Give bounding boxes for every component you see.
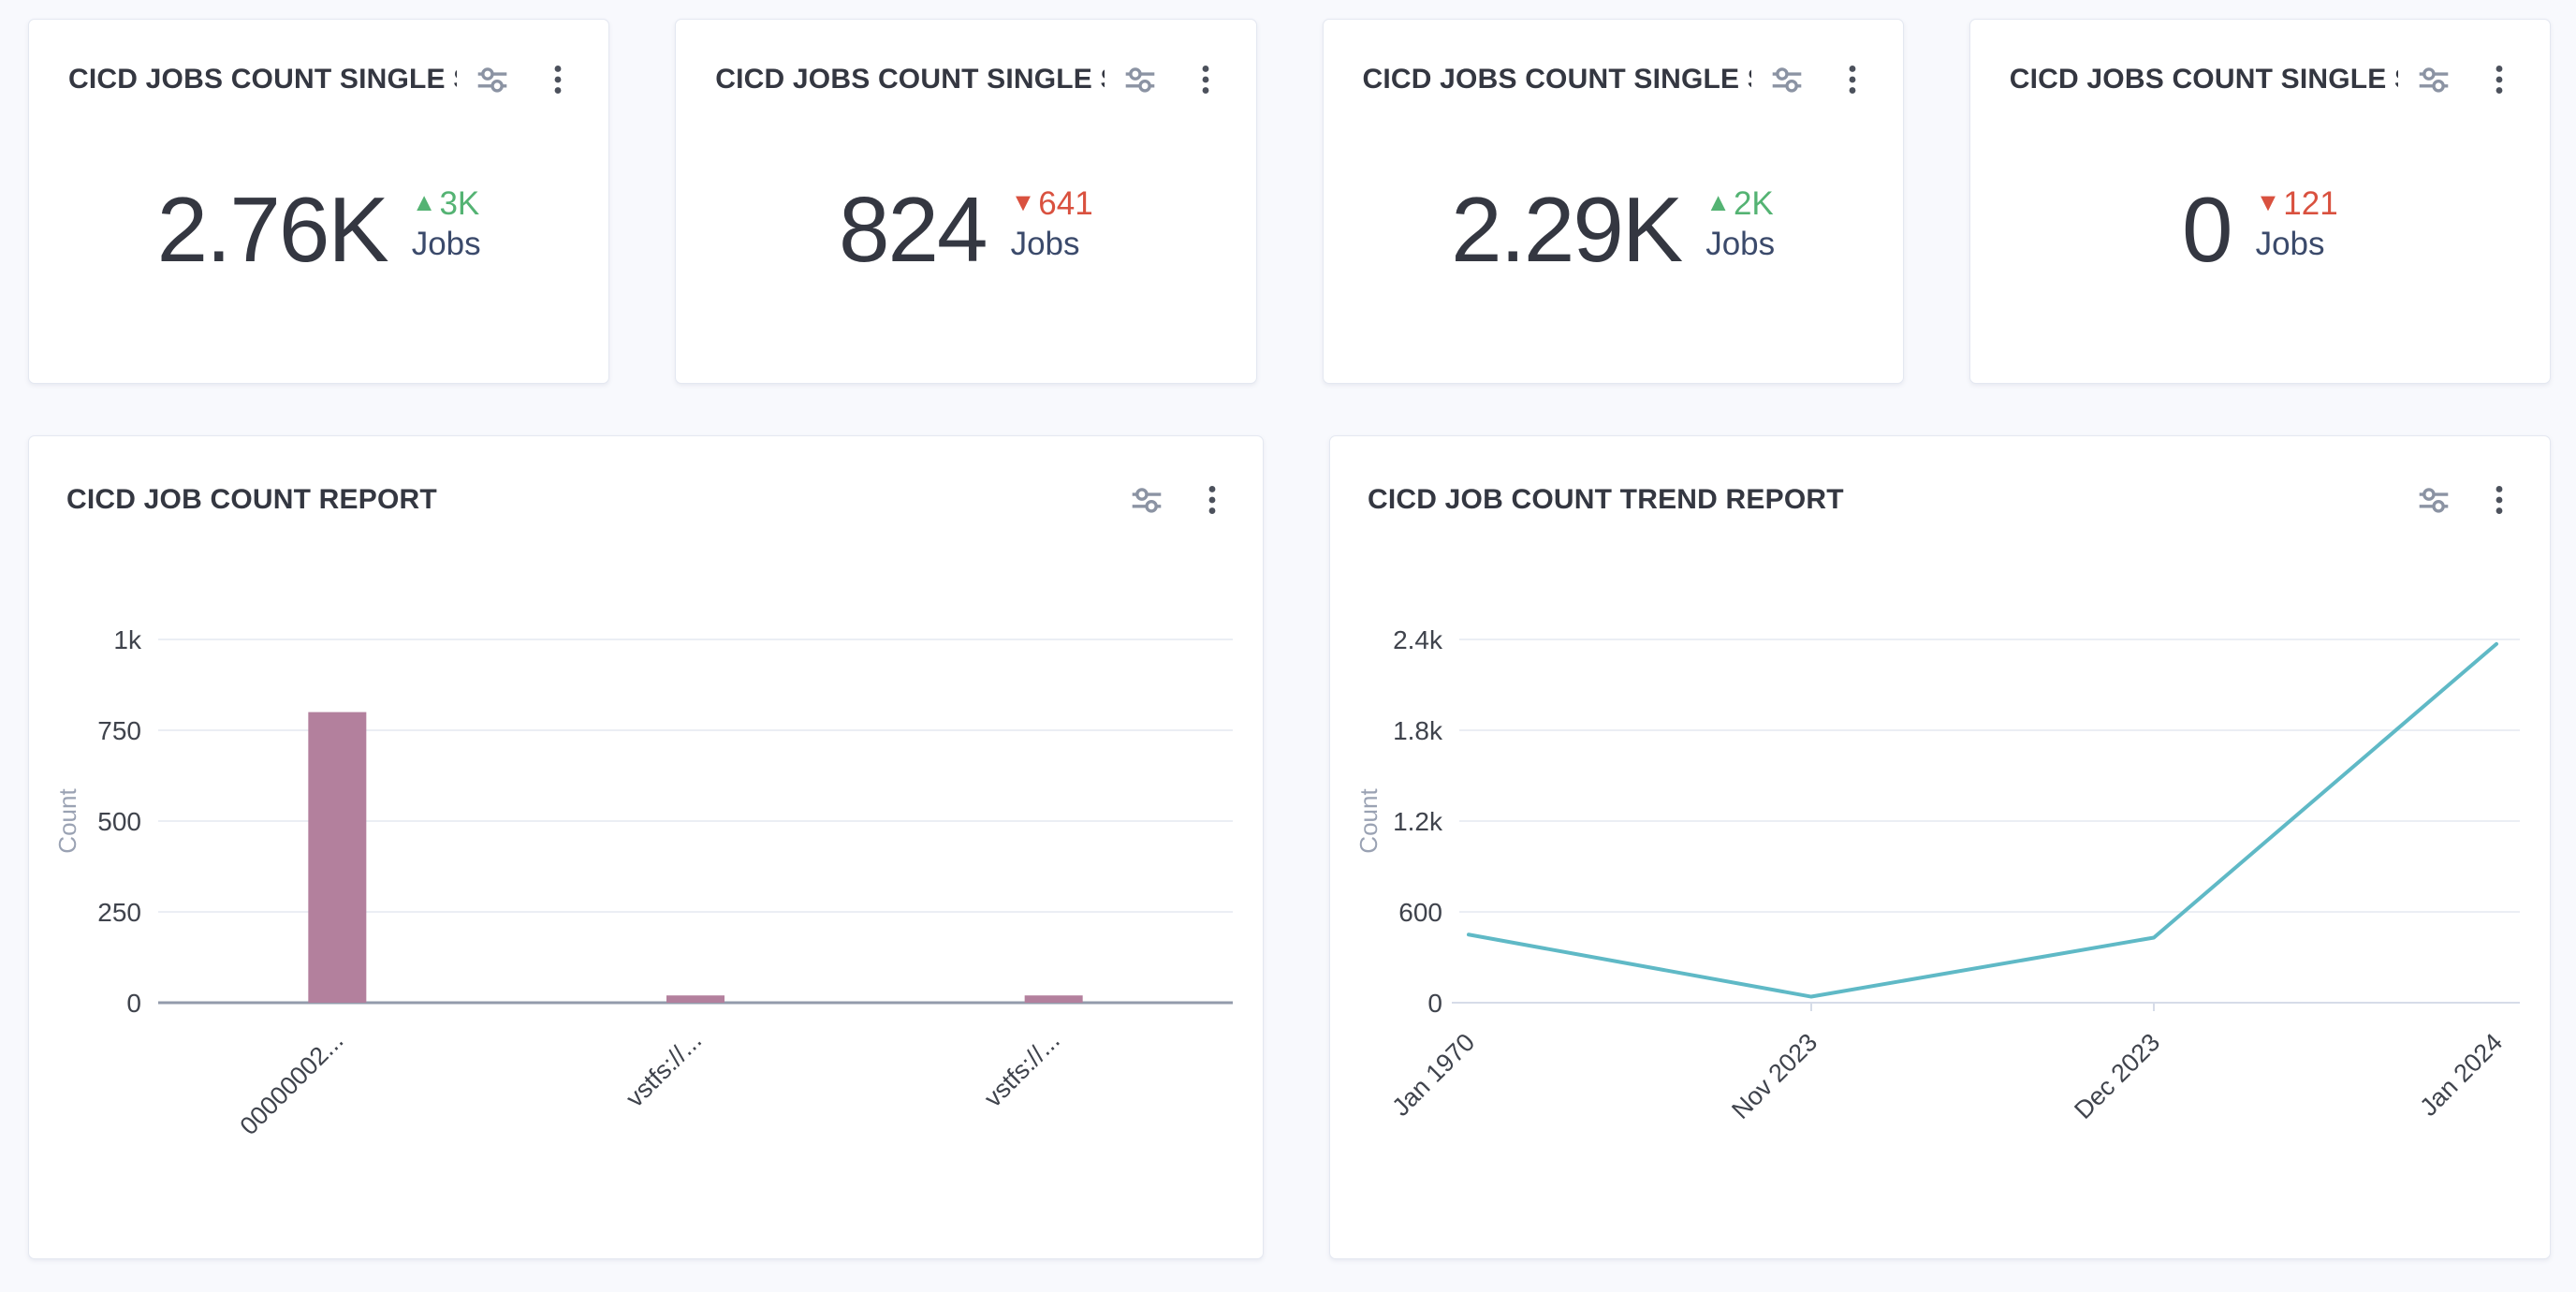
panel-header: CICD JOBS COUNT SINGLE S... xyxy=(68,63,575,96)
kpi-delta: ▲ 2K xyxy=(1705,187,1774,220)
panel-header: CICD JOBS COUNT SINGLE S... xyxy=(2010,63,2516,96)
x-tick-label: Jan 2024 xyxy=(2414,1028,2508,1122)
x-tick-label: vstfs://... xyxy=(979,1026,1065,1112)
y-axis-label: Count xyxy=(53,788,81,854)
bar-chart: 0 250 500 750 1k Count 00000002... vstfs://... v… xyxy=(29,539,1263,1258)
y-tick-label: 0 xyxy=(126,989,141,1018)
kpi-card-2: CICD JOBS COUNT SINGLE S... 824 ▼ 641 xyxy=(675,19,1257,384)
kpi-card-4: CICD JOBS COUNT SINGLE S... 0 ▼ 121 xyxy=(1969,19,2551,384)
panel-title: CICD JOBS COUNT SINGLE S... xyxy=(1362,64,1751,95)
panel-header: CICD JOB COUNT TREND REPORT xyxy=(1368,483,2516,517)
kpi-value: 824 xyxy=(839,178,988,281)
x-tick-label: 00000002... xyxy=(235,1026,349,1140)
panel-menu-icon[interactable] xyxy=(1836,63,1869,96)
x-tick-label: Jan 1970 xyxy=(1386,1028,1480,1122)
trend-arrow-icon: ▲ xyxy=(411,188,437,217)
bar[interactable] xyxy=(308,712,367,1003)
y-tick-label: 2.4k xyxy=(1393,625,1443,654)
kpi-delta: ▼ 641 xyxy=(1011,187,1093,220)
panel-header: CICD JOBS COUNT SINGLE S... xyxy=(1363,63,1869,96)
trend-arrow-icon: ▼ xyxy=(2255,188,2281,217)
y-tick-label: 500 xyxy=(97,807,141,836)
kpi-card-3: CICD JOBS COUNT SINGLE S... 2.29K ▲ 2K xyxy=(1322,19,1904,384)
kpi-delta-value: 121 xyxy=(2283,185,2338,223)
panel-title: CICD JOBS COUNT SINGLE S... xyxy=(2009,64,2398,95)
kpi-unit-label: Jobs xyxy=(1705,226,1776,263)
kpi-delta-value: 3K xyxy=(439,185,480,223)
trend-line[interactable] xyxy=(1467,641,2498,999)
bar-chart-panel: CICD JOB COUNT REPORT 0 250 500 750 1k Count 0… xyxy=(28,435,1264,1259)
kpi-body: 824 ▼ 641 Jobs xyxy=(676,20,1255,383)
x-tick-label: Dec 2023 xyxy=(2069,1028,2165,1124)
y-tick-label: 250 xyxy=(97,898,141,927)
kpi-value: 0 xyxy=(2182,178,2232,281)
panel-filters-icon[interactable] xyxy=(476,63,509,96)
y-tick-label: 0 xyxy=(1427,989,1442,1018)
y-tick-label: 600 xyxy=(1398,898,1442,927)
kpi-delta-value: 641 xyxy=(1038,185,1093,223)
y-tick-label: 1.8k xyxy=(1393,716,1443,745)
y-axis-label: Count xyxy=(1354,788,1383,854)
kpi-unit-label: Jobs xyxy=(411,226,481,263)
kpi-card-1: CICD JOBS COUNT SINGLE S... 2.76K ▲ 3K xyxy=(28,19,610,384)
panel-title: CICD JOBS COUNT SINGLE S... xyxy=(68,64,458,95)
panel-title: CICD JOB COUNT REPORT xyxy=(66,484,437,515)
panel-menu-icon[interactable] xyxy=(1195,483,1229,517)
line-chart: 0 600 1.2k 1.8k 2.4k Count Jan 1970 Nov 2023 Dec… xyxy=(1330,539,2550,1258)
panel-filters-icon[interactable] xyxy=(2417,483,2451,517)
kpi-body: 0 ▼ 121 Jobs xyxy=(1970,20,2550,383)
panel-filters-icon[interactable] xyxy=(1770,63,1804,96)
panel-menu-icon[interactable] xyxy=(2482,63,2516,96)
panel-header: CICD JOB COUNT REPORT xyxy=(66,483,1229,517)
panel-title: CICD JOB COUNT TREND REPORT xyxy=(1368,484,1844,515)
panel-title: CICD JOBS COUNT SINGLE S... xyxy=(715,64,1105,95)
panel-filters-icon[interactable] xyxy=(1130,483,1164,517)
trend-arrow-icon: ▲ xyxy=(1705,188,1731,217)
kpi-body: 2.29K ▲ 2K Jobs xyxy=(1324,20,1903,383)
x-tick-label: Nov 2023 xyxy=(1726,1028,1822,1124)
panel-menu-icon[interactable] xyxy=(541,63,575,96)
panel-header: CICD JOBS COUNT SINGLE S... xyxy=(715,63,1222,96)
trend-arrow-icon: ▼ xyxy=(1010,188,1036,217)
line-chart-panel: CICD JOB COUNT TREND REPORT 0 600 1.2k 1.8k… xyxy=(1329,435,2551,1259)
panel-filters-icon[interactable] xyxy=(2417,63,2451,96)
panel-menu-icon[interactable] xyxy=(1189,63,1222,96)
kpi-delta: ▲ 3K xyxy=(412,187,480,220)
bar[interactable] xyxy=(1024,995,1083,1003)
kpi-body: 2.76K ▲ 3K Jobs xyxy=(29,20,608,383)
kpi-value: 2.76K xyxy=(156,178,389,281)
x-tick-label: vstfs://... xyxy=(621,1026,707,1112)
kpi-value: 2.29K xyxy=(1451,178,1683,281)
kpi-unit-label: Jobs xyxy=(2255,226,2325,263)
kpi-delta: ▼ 121 xyxy=(2256,187,2338,220)
y-tick-label: 1k xyxy=(113,625,142,654)
y-tick-label: 1.2k xyxy=(1393,807,1443,836)
panel-menu-icon[interactable] xyxy=(2482,483,2516,517)
panel-filters-icon[interactable] xyxy=(1123,63,1157,96)
kpi-delta-value: 2K xyxy=(1733,185,1774,223)
bar[interactable] xyxy=(666,995,724,1003)
kpi-unit-label: Jobs xyxy=(1010,226,1080,263)
y-tick-label: 750 xyxy=(97,716,141,745)
kpi-row: CICD JOBS COUNT SINGLE S... 2.76K ▲ 3K xyxy=(28,19,2551,384)
